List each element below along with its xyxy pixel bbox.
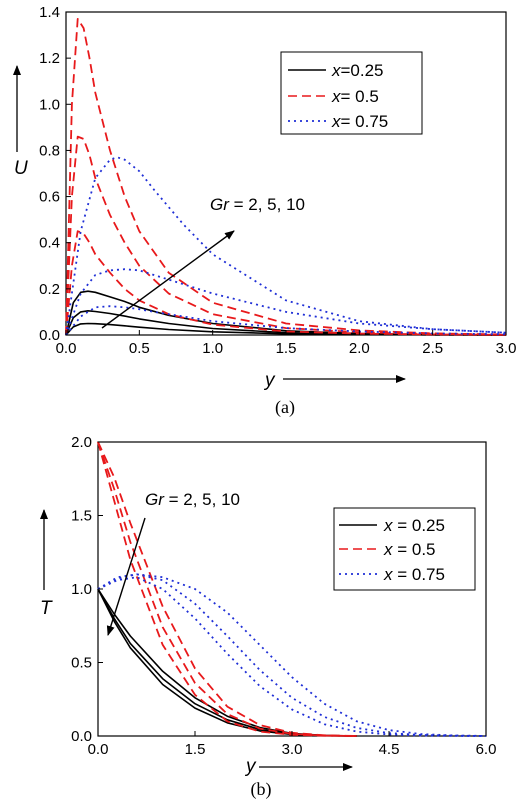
x-tick-label-b-4: 6.0 [476,741,497,758]
y-tick-label-a-7: 1.4 [39,4,60,21]
legend-entry-b-1: x = 0.5 [339,540,436,559]
legend-label-b-1-prefix: x [383,540,393,559]
legend-entry-a-2: x= 0.75 [288,112,388,131]
gr-arrow-a [101,230,235,329]
x-tick-label-a-6: 3.0 [496,340,517,357]
x-axis-label-b: y [244,756,257,777]
ticks-layer-a: 0.0 0.5 1.0 1.5 2.0 2.5 3.0 0.0 0.2 0.4 0.6 0.8 1.0 1… [39,4,516,357]
annotation-b-italic: Gr [145,490,165,509]
series-line-b-1 [97,588,357,737]
legend-entry-b-0: x = 0.25 [339,516,445,535]
legend-label-a-1: x= 0.5 [331,87,379,106]
y-tick-label-b-1: 0.5 [71,655,92,672]
legend-label-a-0-value: =0.25 [341,61,384,80]
legend-label-b-1: x = 0.5 [383,540,436,559]
annotation-a-italic: Gr [210,195,230,214]
annotation-b: Gr = 2, 5, 10 [145,490,240,509]
series-line-a-7 [65,268,507,336]
y-tick-label-b-2: 1.0 [71,581,92,598]
series-layer-b [97,441,487,737]
ticks-layer-b: 0.0 1.5 3.0 4.5 6.0 0.0 0.5 1.0 1.5 2.0 [71,434,496,758]
legend-label-b-1-value: = 0.5 [393,540,436,559]
legend-label-a-1-prefix: x [331,87,341,106]
legend-a: x=0.25 x= 0.5 x= 0.75 [280,51,423,135]
series-line-a-3 [65,230,507,336]
y-axis-label-b: T [40,598,53,619]
y-tick-label-a-1: 0.2 [39,281,60,298]
legend-b: x = 0.25 x = 0.5 x = 0.75 [333,507,476,591]
panel-label-a: (a) [275,397,295,418]
legend-entry-a-0: x=0.25 [288,61,384,80]
legend-label-b-0-value: = 0.25 [393,516,445,535]
legend-label-b-0: x = 0.25 [383,516,445,535]
y-tick-label-a-6: 1.2 [39,50,60,67]
series-line-b-6 [97,576,487,737]
chart-panel-a: 0.0 0.5 1.0 1.5 2.0 2.5 3.0 0.0 0.2 0.4 0.6 0.8 1.0 1… [13,4,516,418]
annotation-a: Gr = 2, 5, 10 [210,195,305,214]
series-line-b-4 [97,441,357,737]
gr-arrow-b [106,517,146,636]
series-line-b-0 [97,588,357,737]
y-tick-label-b-3: 1.5 [71,508,92,525]
x-axis-label-a: y [263,370,276,391]
series-line-b-2 [97,588,357,737]
x-tick-label-a-2: 1.0 [202,340,223,357]
legend-label-a-1-value: = 0.5 [341,87,379,106]
x-tick-label-a-1: 0.5 [129,340,150,357]
x-tick-label-b-0: 0.0 [88,741,109,758]
legend-label-a-0-prefix: x [331,61,341,80]
legend-box-a [280,51,423,135]
series-line-b-7 [97,573,487,737]
x-tick-label-a-3: 1.5 [276,340,297,357]
legend-label-a-2-value: = 0.75 [341,112,389,131]
y-tick-label-a-4: 0.8 [39,142,60,159]
legend-label-b-0-prefix: x [383,516,393,535]
plot-area-a: 0.0 0.5 1.0 1.5 2.0 2.5 3.0 0.0 0.2 0.4 0.6 0.8 1.0 1… [39,4,516,357]
x-tick-label-b-3: 4.5 [379,741,400,758]
series-line-b-5 [97,441,357,737]
legend-label-b-2-prefix: x [383,565,393,584]
y-tick-label-b-4: 2.0 [71,434,92,451]
x-tick-label-a-0: 0.0 [56,340,77,357]
y-tick-label-a-0: 0.0 [39,327,60,344]
legend-entry-a-1: x= 0.5 [288,87,379,106]
legend-label-a-2: x= 0.75 [331,112,388,131]
y-tick-label-a-3: 0.6 [39,189,60,206]
chart-panel-b: 0.0 1.5 3.0 4.5 6.0 0.0 0.5 1.0 1.5 2.0 x = 0.25 … [40,434,496,800]
series-line-a-8 [65,156,507,336]
legend-label-b-2: x = 0.75 [383,565,445,584]
y-tick-label-a-2: 0.4 [39,235,60,252]
series-line-b-3 [97,441,357,737]
legend-label-a-2-prefix: x [331,112,341,131]
annotation-b-rest: = 2, 5, 10 [164,490,240,509]
legend-label-a-0: x=0.25 [331,61,384,80]
x-tick-label-b-1: 1.5 [185,741,206,758]
series-line-a-4 [65,135,507,336]
y-tick-label-a-5: 1.0 [39,96,60,113]
x-tick-label-b-2: 3.0 [282,741,303,758]
legend-entry-b-2: x = 0.75 [339,565,445,584]
plot-area-b: 0.0 1.5 3.0 4.5 6.0 0.0 0.5 1.0 1.5 2.0 x = 0.25 … [71,434,496,758]
panel-label-b: (b) [251,779,272,800]
series-line-b-8 [97,573,487,737]
y-axis-label-a: U [14,158,28,179]
y-tick-label-b-0: 0.0 [71,728,92,745]
legend-label-b-2-value: = 0.75 [393,565,445,584]
x-tick-label-a-5: 2.5 [422,340,443,357]
annotation-a-rest: = 2, 5, 10 [229,195,305,214]
x-tick-label-a-4: 2.0 [349,340,370,357]
